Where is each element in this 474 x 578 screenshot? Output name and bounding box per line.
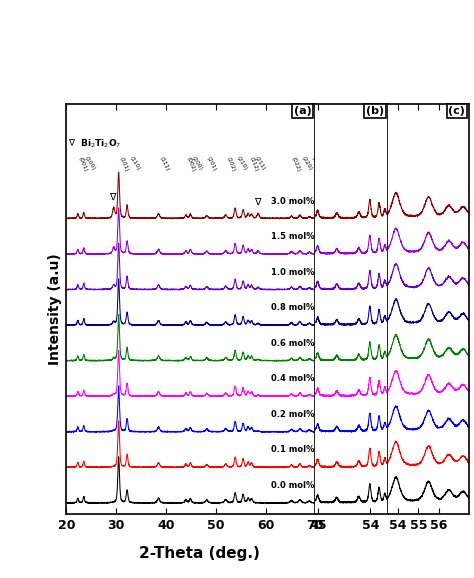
Text: (110): (110) <box>128 155 141 171</box>
Text: (112): (112) <box>248 156 259 173</box>
Text: (212): (212) <box>310 156 322 172</box>
Text: (022): (022) <box>291 156 301 173</box>
Text: 0.8 mol%: 0.8 mol% <box>271 303 314 312</box>
Text: $\nabla$: $\nabla$ <box>254 197 263 208</box>
Text: (002): (002) <box>186 156 196 173</box>
Text: 0.6 mol%: 0.6 mol% <box>271 339 314 348</box>
Text: 1.5 mol%: 1.5 mol% <box>271 232 314 241</box>
Text: 0.1 mol%: 0.1 mol% <box>271 446 314 454</box>
Text: 0.4 mol%: 0.4 mol% <box>271 375 314 383</box>
Text: $\nabla$: $\nabla$ <box>109 191 118 202</box>
Text: (211): (211) <box>253 155 265 171</box>
Text: (210): (210) <box>236 155 248 172</box>
Text: 3.0 mol%: 3.0 mol% <box>271 197 314 206</box>
Text: 0.2 mol%: 0.2 mol% <box>271 410 314 419</box>
Text: 2-Theta (deg.): 2-Theta (deg.) <box>138 546 260 561</box>
Y-axis label: Intensity (a.u): Intensity (a.u) <box>48 253 62 365</box>
Text: (b): (b) <box>366 106 384 116</box>
Text: (201): (201) <box>206 156 218 172</box>
Text: (200): (200) <box>191 155 203 172</box>
Text: 0.0 mol%: 0.0 mol% <box>271 481 314 490</box>
Text: (001): (001) <box>78 156 88 173</box>
Text: (101): (101) <box>118 156 129 173</box>
Text: (102): (102) <box>226 156 236 173</box>
Text: (a): (a) <box>294 106 311 116</box>
Text: $\nabla$  Bi$_2$Ti$_2$O$_7$: $\nabla$ Bi$_2$Ti$_2$O$_7$ <box>68 138 121 150</box>
Text: (220): (220) <box>301 155 313 172</box>
Text: (100): (100) <box>84 155 96 172</box>
Text: 1.0 mol%: 1.0 mol% <box>271 268 314 277</box>
Text: (c): (c) <box>448 106 465 116</box>
Text: (111): (111) <box>158 156 170 172</box>
